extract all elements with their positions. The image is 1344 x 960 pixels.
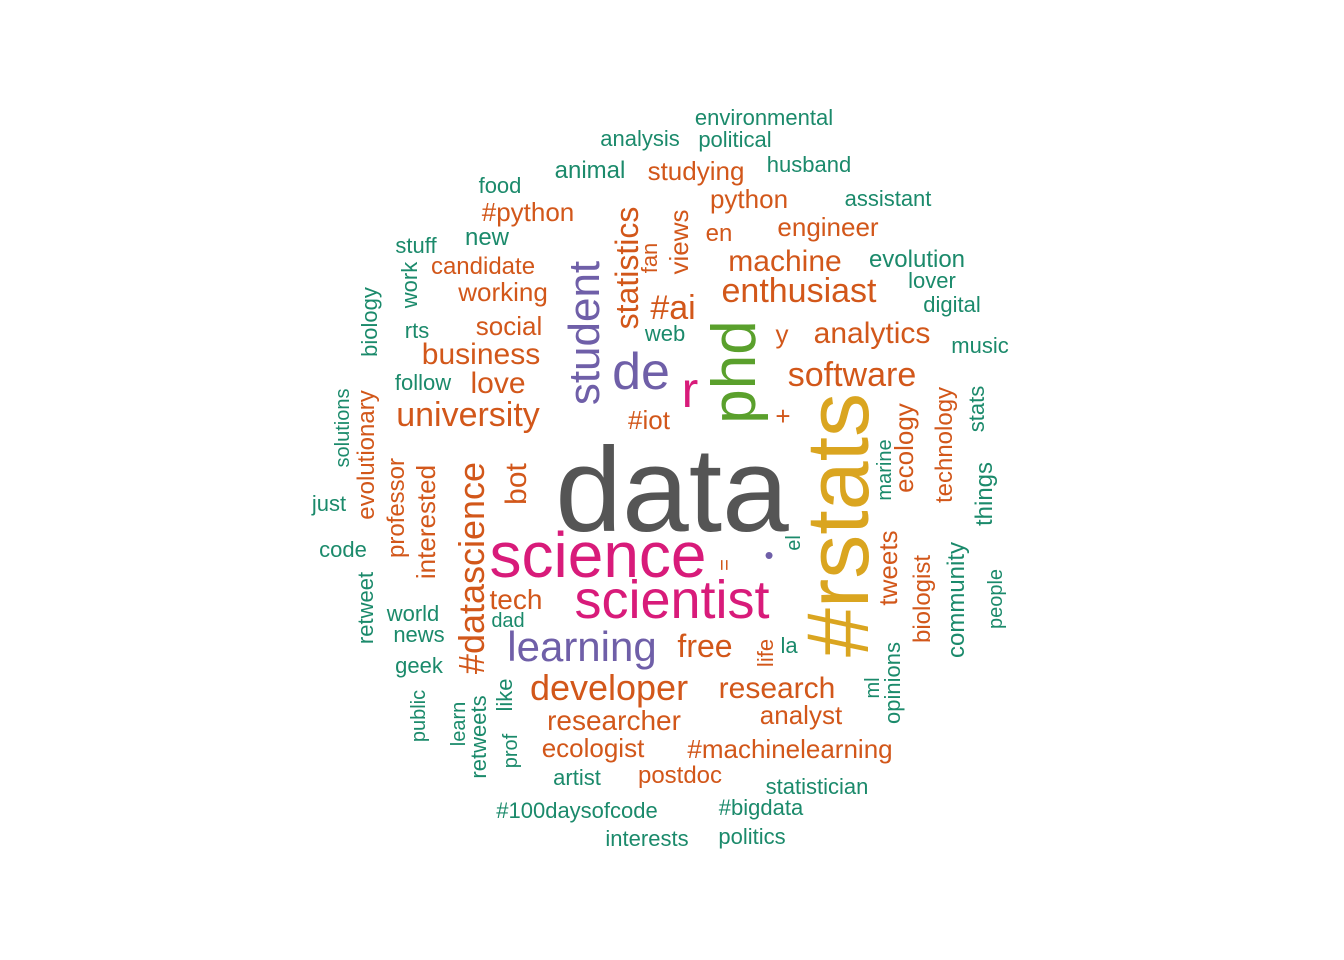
word-opinions-87: opinions <box>880 642 905 724</box>
word-evolutionary-38: evolutionary <box>353 390 380 520</box>
word-y-42: y <box>775 319 789 349</box>
word-developer-9: developer <box>529 667 689 708</box>
word-retweets-78: retweets <box>466 695 491 779</box>
word-community-92: community <box>943 541 970 659</box>
word-dad-74: dad <box>491 610 525 632</box>
word-scientist-3: scientist <box>574 570 770 630</box>
word-work-59: work <box>397 261 422 309</box>
word-phd-4: phd <box>700 320 769 424</box>
word-machinelearning-29: #machinelearning <box>687 734 893 764</box>
word-el-90: el <box>783 535 805 551</box>
word-analyst-30: analyst <box>759 700 843 730</box>
word-analysis-51: analysis <box>600 126 680 151</box>
word-working-26: working <box>458 277 548 307</box>
word-evolution-60: evolution <box>868 246 966 273</box>
word-web-66: web <box>644 321 686 346</box>
word-machine-22: machine <box>728 245 842 278</box>
word-symbol-43: + <box>775 401 791 431</box>
word-technology-46: technology <box>931 386 958 504</box>
word-retweet-71: retweet <box>353 571 378 645</box>
word-la-89: la <box>780 633 798 658</box>
word-animal-54: animal <box>554 157 626 184</box>
word-iot-44: #iot <box>628 405 670 435</box>
word-statistician-86: statistician <box>765 774 869 799</box>
word-enthusiast-13: enthusiast <box>721 272 877 310</box>
word-science-2: science <box>489 519 707 591</box>
word-like-80: like <box>492 678 517 712</box>
word-free-21: free <box>677 628 733 664</box>
word-datascience-11: #datascience <box>451 461 492 675</box>
word-assistant-56: assistant <box>844 186 932 211</box>
word-husband-53: husband <box>766 152 852 177</box>
word-stuff-58: stuff <box>395 233 437 258</box>
word-political-52: political <box>698 127 772 152</box>
word-artist-81: artist <box>553 765 601 790</box>
word-politics-85: politics <box>718 824 786 849</box>
word-digital-62: digital <box>923 292 981 317</box>
word-new-57: new <box>464 224 510 251</box>
word-solutions-68: solutions <box>332 388 354 468</box>
word-research-15: research <box>718 672 836 705</box>
word-engineer-25: engineer <box>777 212 879 242</box>
word-candidate-35: candidate <box>430 253 536 280</box>
word-studying-32: studying <box>647 156 745 186</box>
word-people-95: people <box>985 568 1007 630</box>
word-code-70: code <box>319 537 367 562</box>
word-analytics-14: analytics <box>813 317 931 350</box>
word-tech-24: tech <box>489 584 543 615</box>
word-interested-36: interested <box>411 464 441 580</box>
word-marine-91: marine <box>874 439 896 501</box>
word-ai-18: #ai <box>650 289 696 327</box>
word-biology-64: biology <box>357 287 382 357</box>
word-just-69: just <box>311 491 347 516</box>
word-lover-61: lover <box>908 268 956 293</box>
word-bigdata-84: #bigdata <box>718 795 804 820</box>
word-student-5: student <box>560 260 609 406</box>
word-learning-7: learning <box>507 623 657 670</box>
word-love-23: love <box>470 367 526 400</box>
word-interests-83: interests <box>605 826 689 851</box>
word-ecologist-28: ecologist <box>541 733 645 763</box>
word-professor-37: professor <box>383 457 410 559</box>
word-music-63: music <box>951 333 1009 358</box>
word-python-33: python <box>709 184 789 214</box>
word-software-12: software <box>787 356 917 394</box>
word-things-93: things <box>971 461 998 527</box>
word-world-72: world <box>386 601 440 626</box>
word-views-39: views <box>664 209 694 275</box>
word-follow-67: follow <box>394 370 452 395</box>
word-100daysofcode-82: #100daysofcode <box>496 798 658 823</box>
word-rstats-1: #rstats <box>788 392 887 658</box>
word-geek-75: geek <box>395 653 443 678</box>
word-public-76: public <box>408 689 430 743</box>
word-social-27: social <box>475 311 543 341</box>
word-de-6: de <box>612 343 670 401</box>
word-rts-65: rts <box>404 318 430 343</box>
word-stats-94: stats <box>964 385 989 433</box>
word-r-8: r <box>681 362 699 418</box>
word-news-73: news <box>393 622 445 647</box>
word-biologist-48: biologist <box>909 554 936 644</box>
word-food-55: food <box>478 173 522 198</box>
word-environmental-50: environmental <box>694 105 834 130</box>
word-prof-79: prof <box>500 733 522 769</box>
word-data-0: data <box>555 423 789 557</box>
word-python-34: #python <box>481 197 575 227</box>
word-en-41: en <box>705 220 733 247</box>
word-fan-40: fan <box>637 242 662 274</box>
word-postdoc-31: postdoc <box>637 762 723 789</box>
word-tweets-47: tweets <box>873 530 903 606</box>
word-bot-20: bot <box>500 463 533 505</box>
word-researcher-16: researcher <box>547 705 681 736</box>
word-business-17: business <box>421 338 541 371</box>
word-symbol-97: = <box>714 559 736 571</box>
word-university-10: university <box>396 396 540 434</box>
word-symbol-96: • <box>764 540 774 570</box>
word-life-49: life <box>753 638 778 668</box>
word-ml-88: ml <box>862 677 884 699</box>
